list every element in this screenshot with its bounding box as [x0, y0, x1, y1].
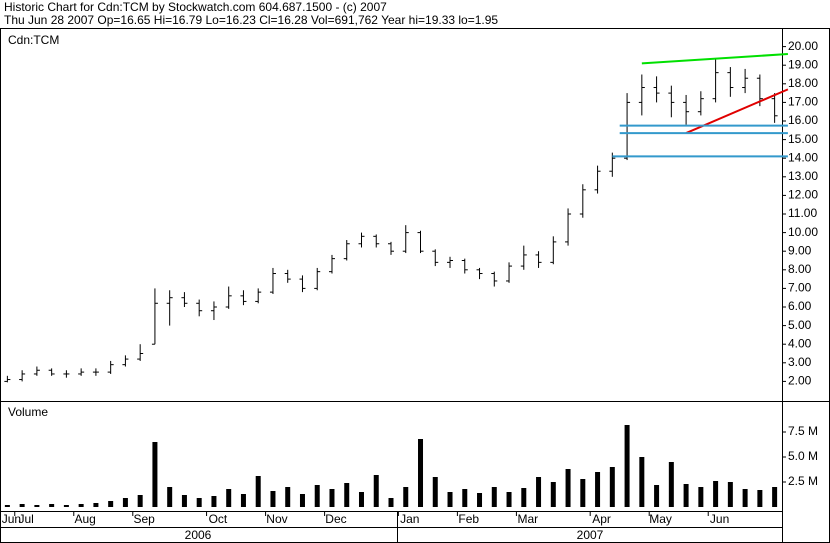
chart-title: Historic Chart for Cdn:TCM by Stockwatch… — [4, 0, 387, 14]
x-tick-label: Oct — [209, 512, 228, 526]
y-tick-label: 16.00 — [788, 113, 818, 127]
volume-bar — [49, 504, 55, 507]
y-tick-label: 5.00 — [788, 318, 812, 332]
y-tick-label: 17.00 — [788, 95, 818, 109]
volume-bar — [388, 498, 394, 507]
y-tick-label: 13.00 — [788, 169, 818, 183]
volume-bar — [270, 491, 276, 507]
volume-bar — [255, 476, 261, 507]
volume-bar — [772, 487, 778, 507]
x-tick-label: Sep — [133, 512, 155, 526]
x-tick-label: Jan — [400, 512, 419, 526]
volume-bar — [521, 488, 527, 507]
volume-bar — [299, 494, 305, 507]
y-tick-label: 7.00 — [788, 281, 812, 295]
volume-bar — [698, 487, 704, 507]
year-label: 2006 — [185, 528, 212, 542]
y-tick-label: 19.00 — [788, 57, 818, 71]
volume-bar — [19, 504, 25, 507]
volume-bar — [329, 489, 335, 507]
volume-bar — [447, 492, 453, 507]
volume-bar — [742, 489, 748, 507]
year-label: 2007 — [577, 528, 604, 542]
volume-bar — [565, 469, 571, 507]
volume-bar — [683, 484, 689, 507]
y-tick-label: 3.00 — [788, 355, 812, 369]
volume-bar — [63, 505, 69, 507]
volume-bar — [285, 487, 291, 507]
volume-bar — [122, 498, 128, 507]
volume-bar — [196, 498, 202, 507]
x-tick-label: Aug — [74, 512, 95, 526]
volume-bar — [137, 495, 143, 507]
volume-bar — [314, 485, 320, 507]
y-tick-label: 10.00 — [788, 225, 818, 239]
volume-bar — [624, 425, 630, 507]
symbol-label: Cdn:TCM — [8, 33, 59, 47]
volume-bar — [226, 489, 232, 507]
volume-bar — [727, 482, 733, 507]
volume-bar — [4, 505, 10, 507]
volume-bar — [108, 501, 114, 507]
x-tick-label: Jul — [18, 512, 33, 526]
volume-bar — [477, 493, 483, 507]
volume-bar — [211, 496, 217, 507]
volume-bar — [536, 477, 542, 507]
volume-bar — [78, 504, 84, 507]
volume-bar — [580, 479, 586, 507]
y-tick-label: 15.00 — [788, 132, 818, 146]
volume-label: Volume — [8, 405, 48, 419]
x-tick-label: Jun — [710, 512, 729, 526]
x-tick-label: Nov — [266, 512, 287, 526]
x-tick-label: Apr — [592, 512, 611, 526]
y-tick-label: 6.00 — [788, 299, 812, 313]
y-tick-label: 14.00 — [788, 150, 818, 164]
volume-bar — [93, 503, 99, 507]
y-tick-label: 2.00 — [788, 374, 812, 388]
y-tick-label: 12.00 — [788, 188, 818, 202]
volume-bar — [418, 439, 424, 507]
y-tick-label: 20.00 — [788, 39, 818, 53]
volume-bar — [167, 487, 173, 507]
volume-bar — [358, 492, 364, 507]
y-tick-label: 18.00 — [788, 76, 818, 90]
volume-bar — [181, 495, 187, 507]
y-tick-label: 4.00 — [788, 336, 812, 350]
x-tick-label: Mar — [517, 512, 538, 526]
volume-bar — [403, 487, 409, 507]
volume-bar — [34, 505, 40, 507]
chart-subtitle: Thu Jun 28 2007 Op=16.65 Hi=16.79 Lo=16.… — [4, 13, 498, 27]
volume-bar — [344, 483, 350, 507]
y2-tick-label: 2.5 M — [788, 474, 818, 488]
volume-bar — [432, 477, 438, 507]
volume-bar — [240, 494, 246, 507]
y2-tick-label: 5.0 M — [788, 449, 818, 463]
y-tick-label: 9.00 — [788, 243, 812, 257]
volume-bar — [668, 462, 674, 507]
volume-bar — [506, 492, 512, 507]
volume-bar — [713, 481, 719, 507]
volume-bar — [639, 457, 645, 507]
x-tick-label: Jun — [2, 512, 21, 526]
trend-line — [641, 53, 788, 65]
y-tick-label: 11.00 — [788, 206, 817, 220]
y-tick-label: 8.00 — [788, 262, 812, 276]
volume-bar — [373, 475, 379, 507]
x-tick-label: Feb — [458, 512, 479, 526]
x-tick-label: May — [649, 512, 672, 526]
volume-bar — [595, 472, 601, 507]
volume-bar — [152, 442, 158, 507]
x-tick-label: Dec — [325, 512, 346, 526]
volume-bar — [491, 487, 497, 507]
volume-bar — [654, 485, 660, 507]
volume-bar — [550, 482, 556, 507]
y2-tick-label: 7.5 M — [788, 424, 818, 438]
volume-bar — [609, 467, 615, 507]
volume-bar — [757, 490, 763, 507]
volume-bar — [462, 489, 468, 507]
